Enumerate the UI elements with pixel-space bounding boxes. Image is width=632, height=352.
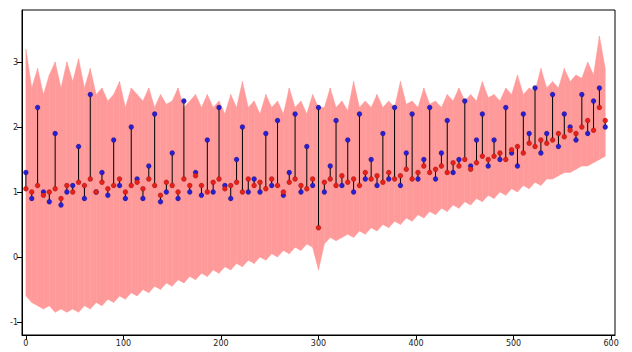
svg-text:2: 2: [13, 123, 18, 132]
svg-text:300: 300: [311, 339, 326, 348]
svg-text:3: 3: [13, 58, 18, 67]
svg-text:1: 1: [13, 188, 18, 197]
svg-text:400: 400: [408, 339, 423, 348]
svg-text:100: 100: [116, 339, 131, 348]
svg-text:-1: -1: [10, 318, 18, 327]
svg-text:500: 500: [506, 339, 521, 348]
svg-text:600: 600: [603, 339, 618, 348]
svg-text:0: 0: [23, 339, 28, 348]
svg-text:200: 200: [213, 339, 228, 348]
svg-text:0: 0: [13, 253, 18, 262]
